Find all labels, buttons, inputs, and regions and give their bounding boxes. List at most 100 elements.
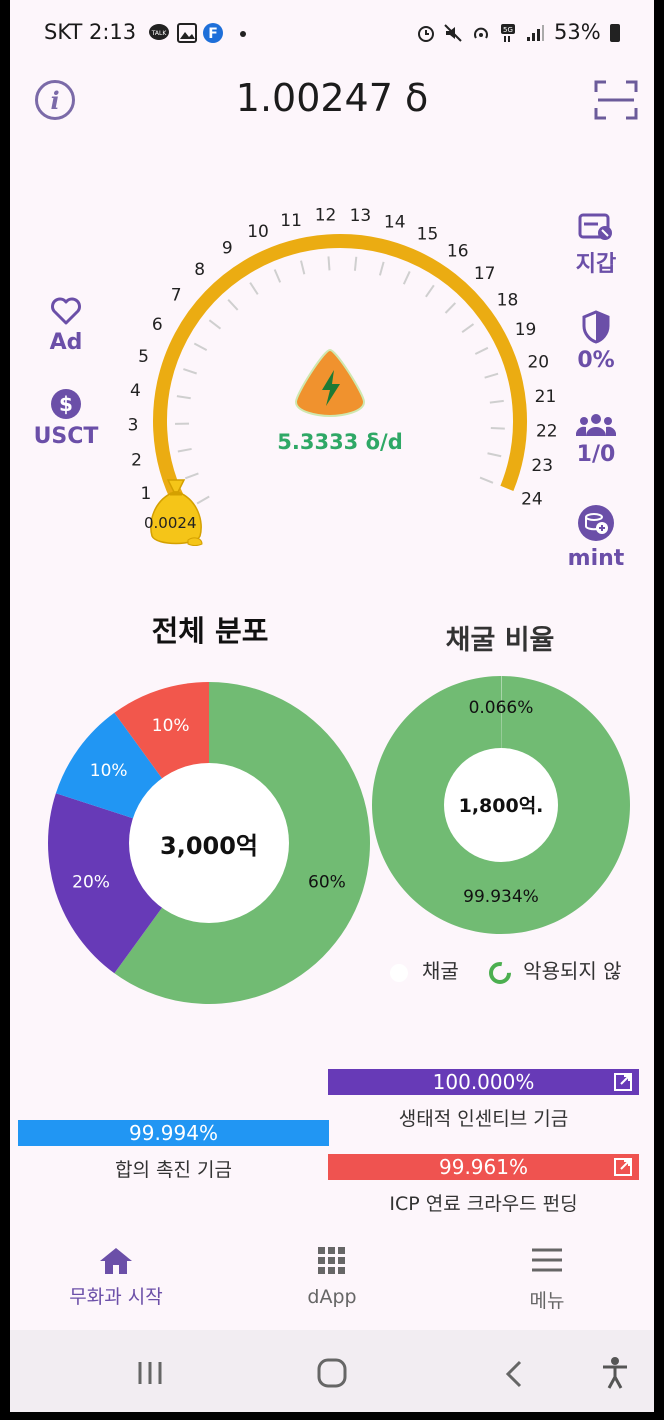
svg-text:TALK: TALK: [151, 30, 168, 37]
legend-swatch-unabused: [489, 961, 512, 984]
gauge-tick: [193, 342, 208, 351]
heart-icon: [51, 297, 81, 325]
grid-icon: [318, 1247, 345, 1274]
status-time: SKT 2:13: [44, 20, 137, 44]
shield-icon: [582, 310, 610, 344]
money-bag-icon[interactable]: [144, 474, 208, 550]
gauge-value: 0.0024: [144, 514, 197, 532]
security-button[interactable]: 0%: [560, 310, 632, 373]
mint-button[interactable]: mint: [560, 504, 632, 571]
gauge-tick-label: 5: [138, 347, 149, 367]
gallery-icon: [176, 22, 198, 44]
gauge-tick: [378, 261, 385, 276]
ad-button[interactable]: Ad: [30, 296, 102, 355]
gauge-tick: [402, 271, 411, 285]
info-button[interactable]: i: [35, 80, 75, 120]
gauge-tick: [353, 256, 358, 271]
legend-swatch-mining: [390, 963, 408, 982]
gauge-tick: [273, 269, 282, 283]
ad-label: Ad: [49, 330, 83, 355]
gauge-tick: [196, 495, 210, 505]
group-icon: [576, 414, 616, 436]
notification-dot: [240, 31, 246, 37]
gauge-tick: [474, 346, 489, 355]
external-link-icon: [614, 1158, 632, 1176]
gauge-tick-label: 23: [531, 456, 553, 476]
consensus-fund-caption: 합의 촉진 기금: [115, 1159, 232, 1181]
gauge-tick-label: 10: [247, 222, 269, 242]
gauge-tick: [489, 399, 504, 404]
usct-label: USCT: [33, 424, 99, 449]
back-icon[interactable]: [504, 1359, 524, 1389]
nav-menu[interactable]: 메뉴: [467, 1246, 627, 1313]
gauge-tick-label: 7: [171, 286, 182, 306]
home-circle-icon[interactable]: [316, 1357, 348, 1389]
icp-crowdfunding-value: 99.961%: [439, 1155, 528, 1179]
gauge-tick-label: 4: [130, 381, 141, 401]
group-button[interactable]: 1/0: [560, 412, 632, 467]
bottom-navigation: 무화과 시작 dApp 메뉴: [10, 1232, 654, 1330]
svg-text:F: F: [208, 26, 218, 42]
wallet-icon: [578, 213, 612, 240]
legend-label-unabused: 악용되지 않: [523, 959, 622, 983]
battery-percent: 53%: [554, 20, 601, 44]
mint-label: mint: [567, 546, 625, 571]
wallet-label: 지갑: [575, 252, 617, 277]
gauge-progress-arc: [153, 234, 527, 515]
nav-menu-label: 메뉴: [529, 1290, 565, 1312]
gauge-tick-label: 21: [535, 387, 557, 407]
total-distribution-chart: 60% 20% 10% 10% 3,000억: [48, 682, 370, 1004]
lightning-icon[interactable]: [290, 346, 370, 420]
mining-slice-label-large: 99.934%: [463, 887, 539, 907]
gauge-tick: [208, 319, 222, 330]
app-screen: SKT 2:13 TALK F 5G 53% i 1.00247 δ: [10, 0, 654, 1412]
gauge-tick-label: 2: [131, 450, 142, 470]
gauge-tick-label: 22: [536, 422, 558, 442]
icp-crowdfunding-bar[interactable]: 99.961%: [328, 1154, 639, 1180]
consensus-fund-bar[interactable]: 99.994%: [18, 1120, 329, 1146]
gauge-tick-label: 15: [417, 224, 439, 244]
mining-legend: 채굴 악용되지 않: [390, 955, 654, 989]
scan-button[interactable]: [594, 80, 638, 120]
donut-slice-label: 20%: [72, 872, 110, 892]
dollar-icon: $: [51, 389, 81, 419]
gauge-tick-label: 11: [280, 211, 302, 231]
mining-slice-label-small: 0.066%: [469, 698, 534, 718]
gauge-arc: [153, 234, 527, 515]
gauge-tick: [227, 298, 239, 311]
network-5g-icon: 5G: [498, 22, 520, 44]
hotspot-icon: [470, 22, 492, 44]
donut-hole: [444, 748, 558, 862]
ecosystem-fund-value: 100.000%: [432, 1070, 535, 1094]
gauge-tick-label: 19: [515, 320, 537, 340]
talk-icon: TALK: [148, 22, 170, 44]
gauge-tick: [444, 302, 457, 314]
gauge-tick-label: 18: [497, 290, 519, 310]
nav-home-label: 무화과 시작: [69, 1286, 163, 1308]
gauge-tick-label: 3: [128, 416, 139, 436]
gauge-tick-label: 8: [194, 260, 205, 280]
consensus-fund-value: 99.994%: [129, 1121, 218, 1145]
svg-text:$: $: [59, 392, 73, 416]
group-label: 1/0: [576, 442, 616, 467]
alarm-icon: [415, 22, 437, 44]
coins-plus-icon: [578, 505, 614, 541]
nav-dapp[interactable]: dApp: [252, 1246, 412, 1308]
ecosystem-fund-bar[interactable]: 100.000%: [328, 1069, 639, 1095]
status-bar: SKT 2:13 TALK F 5G 53%: [10, 0, 654, 66]
gauge-tick-label: 14: [384, 212, 406, 232]
donut-hole: [129, 763, 289, 923]
gauge-tick: [425, 284, 435, 298]
recent-apps-icon[interactable]: [136, 1360, 166, 1386]
gauge-tick: [479, 476, 494, 484]
svg-text:5G: 5G: [503, 26, 513, 34]
ecosystem-fund-caption: 생태적 인센티브 기금: [398, 1108, 569, 1130]
nav-home[interactable]: 무화과 시작: [36, 1246, 196, 1309]
accessibility-icon[interactable]: [600, 1356, 630, 1390]
wallet-button[interactable]: 지갑: [560, 212, 632, 278]
hamburger-menu-icon: [532, 1248, 562, 1272]
usct-button[interactable]: $ USCT: [30, 388, 102, 449]
gauge-tick-label: 13: [350, 206, 372, 226]
mining-ratio-title: 채굴 비율: [445, 625, 555, 656]
